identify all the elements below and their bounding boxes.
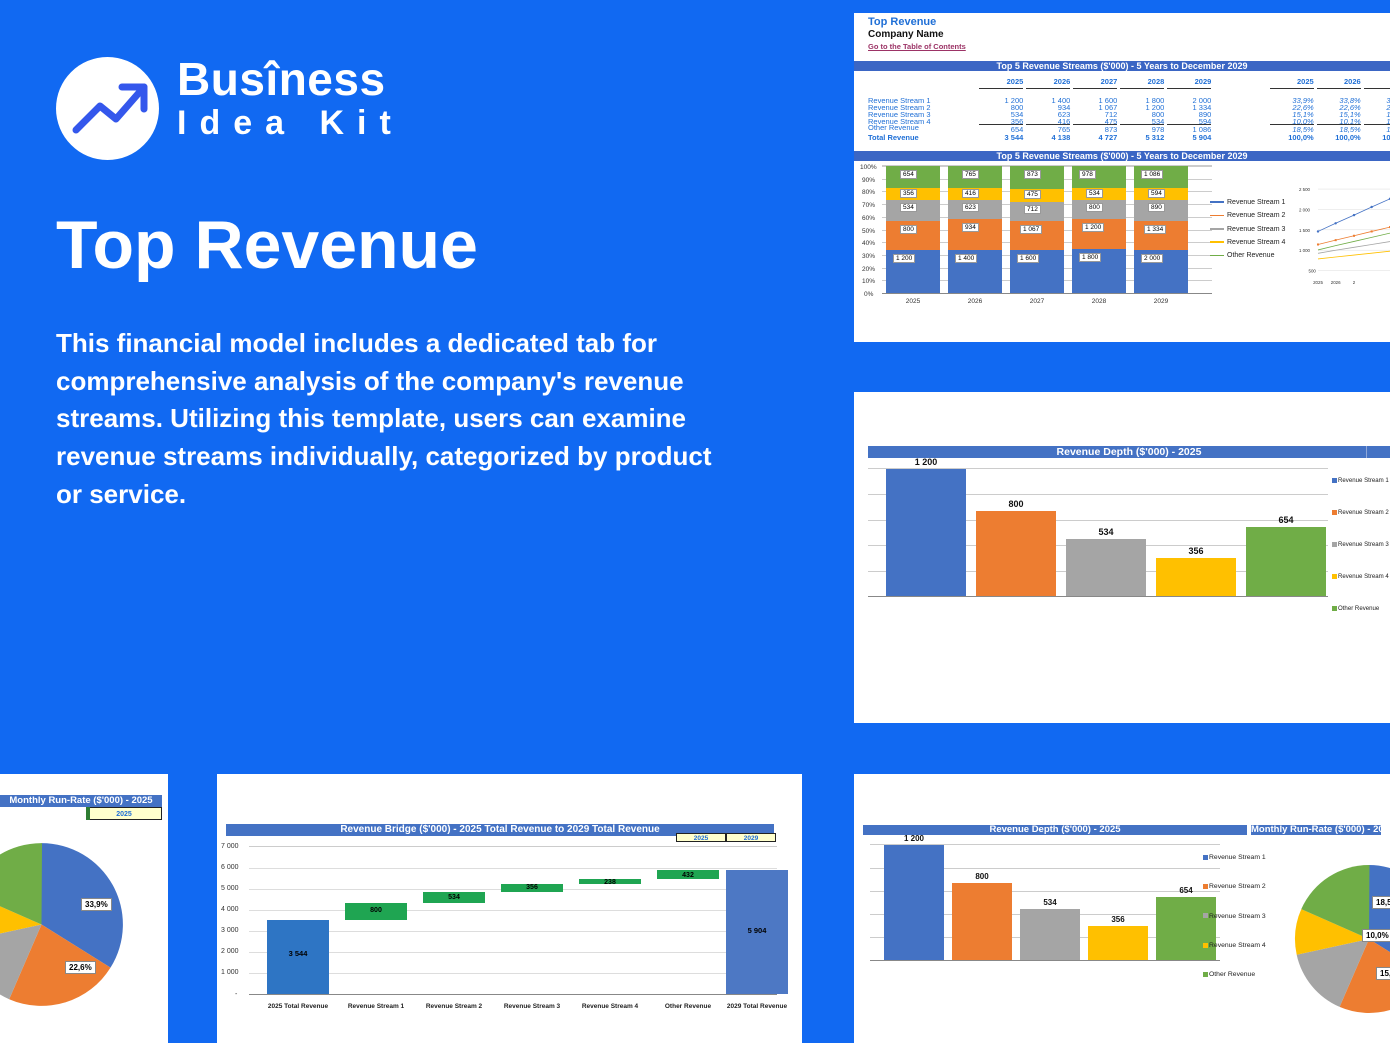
svg-text:500: 500: [1308, 269, 1316, 274]
svg-text:1 000: 1 000: [1299, 248, 1311, 253]
svg-text:1 500: 1 500: [1299, 228, 1311, 233]
svg-text:2: 2: [1353, 280, 1356, 285]
svg-text:2026: 2026: [1331, 280, 1341, 285]
svg-text:2 500: 2 500: [1299, 187, 1311, 192]
svg-text:2 000: 2 000: [1299, 207, 1311, 212]
svg-text:2025: 2025: [1313, 280, 1323, 285]
